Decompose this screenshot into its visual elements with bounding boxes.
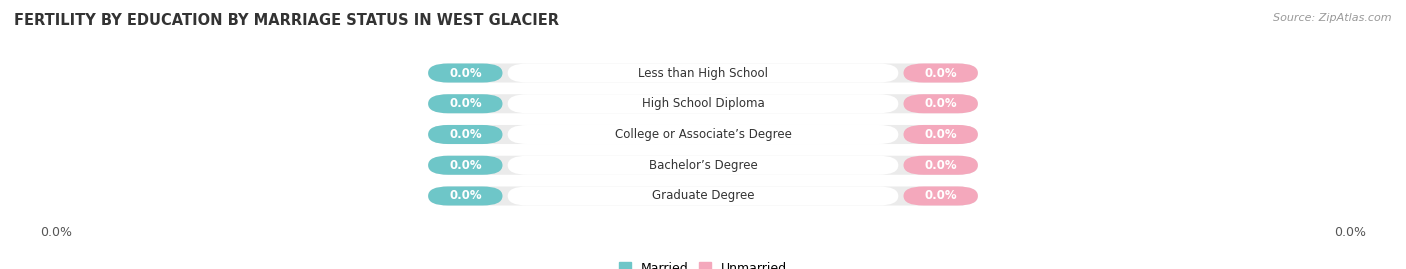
Text: Source: ZipAtlas.com: Source: ZipAtlas.com (1274, 13, 1392, 23)
Text: Graduate Degree: Graduate Degree (652, 189, 754, 203)
FancyBboxPatch shape (508, 125, 898, 144)
FancyBboxPatch shape (429, 186, 502, 206)
FancyBboxPatch shape (508, 156, 898, 175)
Text: 0.0%: 0.0% (924, 97, 957, 110)
FancyBboxPatch shape (508, 63, 898, 83)
FancyBboxPatch shape (429, 63, 502, 83)
FancyBboxPatch shape (429, 125, 979, 144)
Text: 0.0%: 0.0% (449, 66, 482, 80)
Text: 0.0%: 0.0% (449, 97, 482, 110)
FancyBboxPatch shape (904, 156, 979, 175)
FancyBboxPatch shape (508, 94, 898, 113)
FancyBboxPatch shape (429, 63, 979, 83)
FancyBboxPatch shape (508, 186, 898, 206)
FancyBboxPatch shape (429, 156, 502, 175)
Text: FERTILITY BY EDUCATION BY MARRIAGE STATUS IN WEST GLACIER: FERTILITY BY EDUCATION BY MARRIAGE STATU… (14, 13, 560, 29)
Text: 0.0%: 0.0% (449, 128, 482, 141)
FancyBboxPatch shape (904, 186, 979, 206)
FancyBboxPatch shape (429, 125, 502, 144)
Text: High School Diploma: High School Diploma (641, 97, 765, 110)
Text: 0.0%: 0.0% (924, 66, 957, 80)
FancyBboxPatch shape (904, 125, 979, 144)
Text: 0.0%: 0.0% (449, 159, 482, 172)
Text: 0.0%: 0.0% (449, 189, 482, 203)
Text: Less than High School: Less than High School (638, 66, 768, 80)
FancyBboxPatch shape (429, 186, 979, 206)
Text: 0.0%: 0.0% (924, 128, 957, 141)
FancyBboxPatch shape (429, 156, 979, 175)
Text: Bachelor’s Degree: Bachelor’s Degree (648, 159, 758, 172)
Text: 0.0%: 0.0% (924, 159, 957, 172)
FancyBboxPatch shape (429, 94, 979, 113)
FancyBboxPatch shape (429, 94, 502, 113)
Text: 0.0%: 0.0% (924, 189, 957, 203)
Text: College or Associate’s Degree: College or Associate’s Degree (614, 128, 792, 141)
FancyBboxPatch shape (904, 94, 979, 113)
Legend: Married, Unmarried: Married, Unmarried (613, 257, 793, 269)
FancyBboxPatch shape (904, 63, 979, 83)
